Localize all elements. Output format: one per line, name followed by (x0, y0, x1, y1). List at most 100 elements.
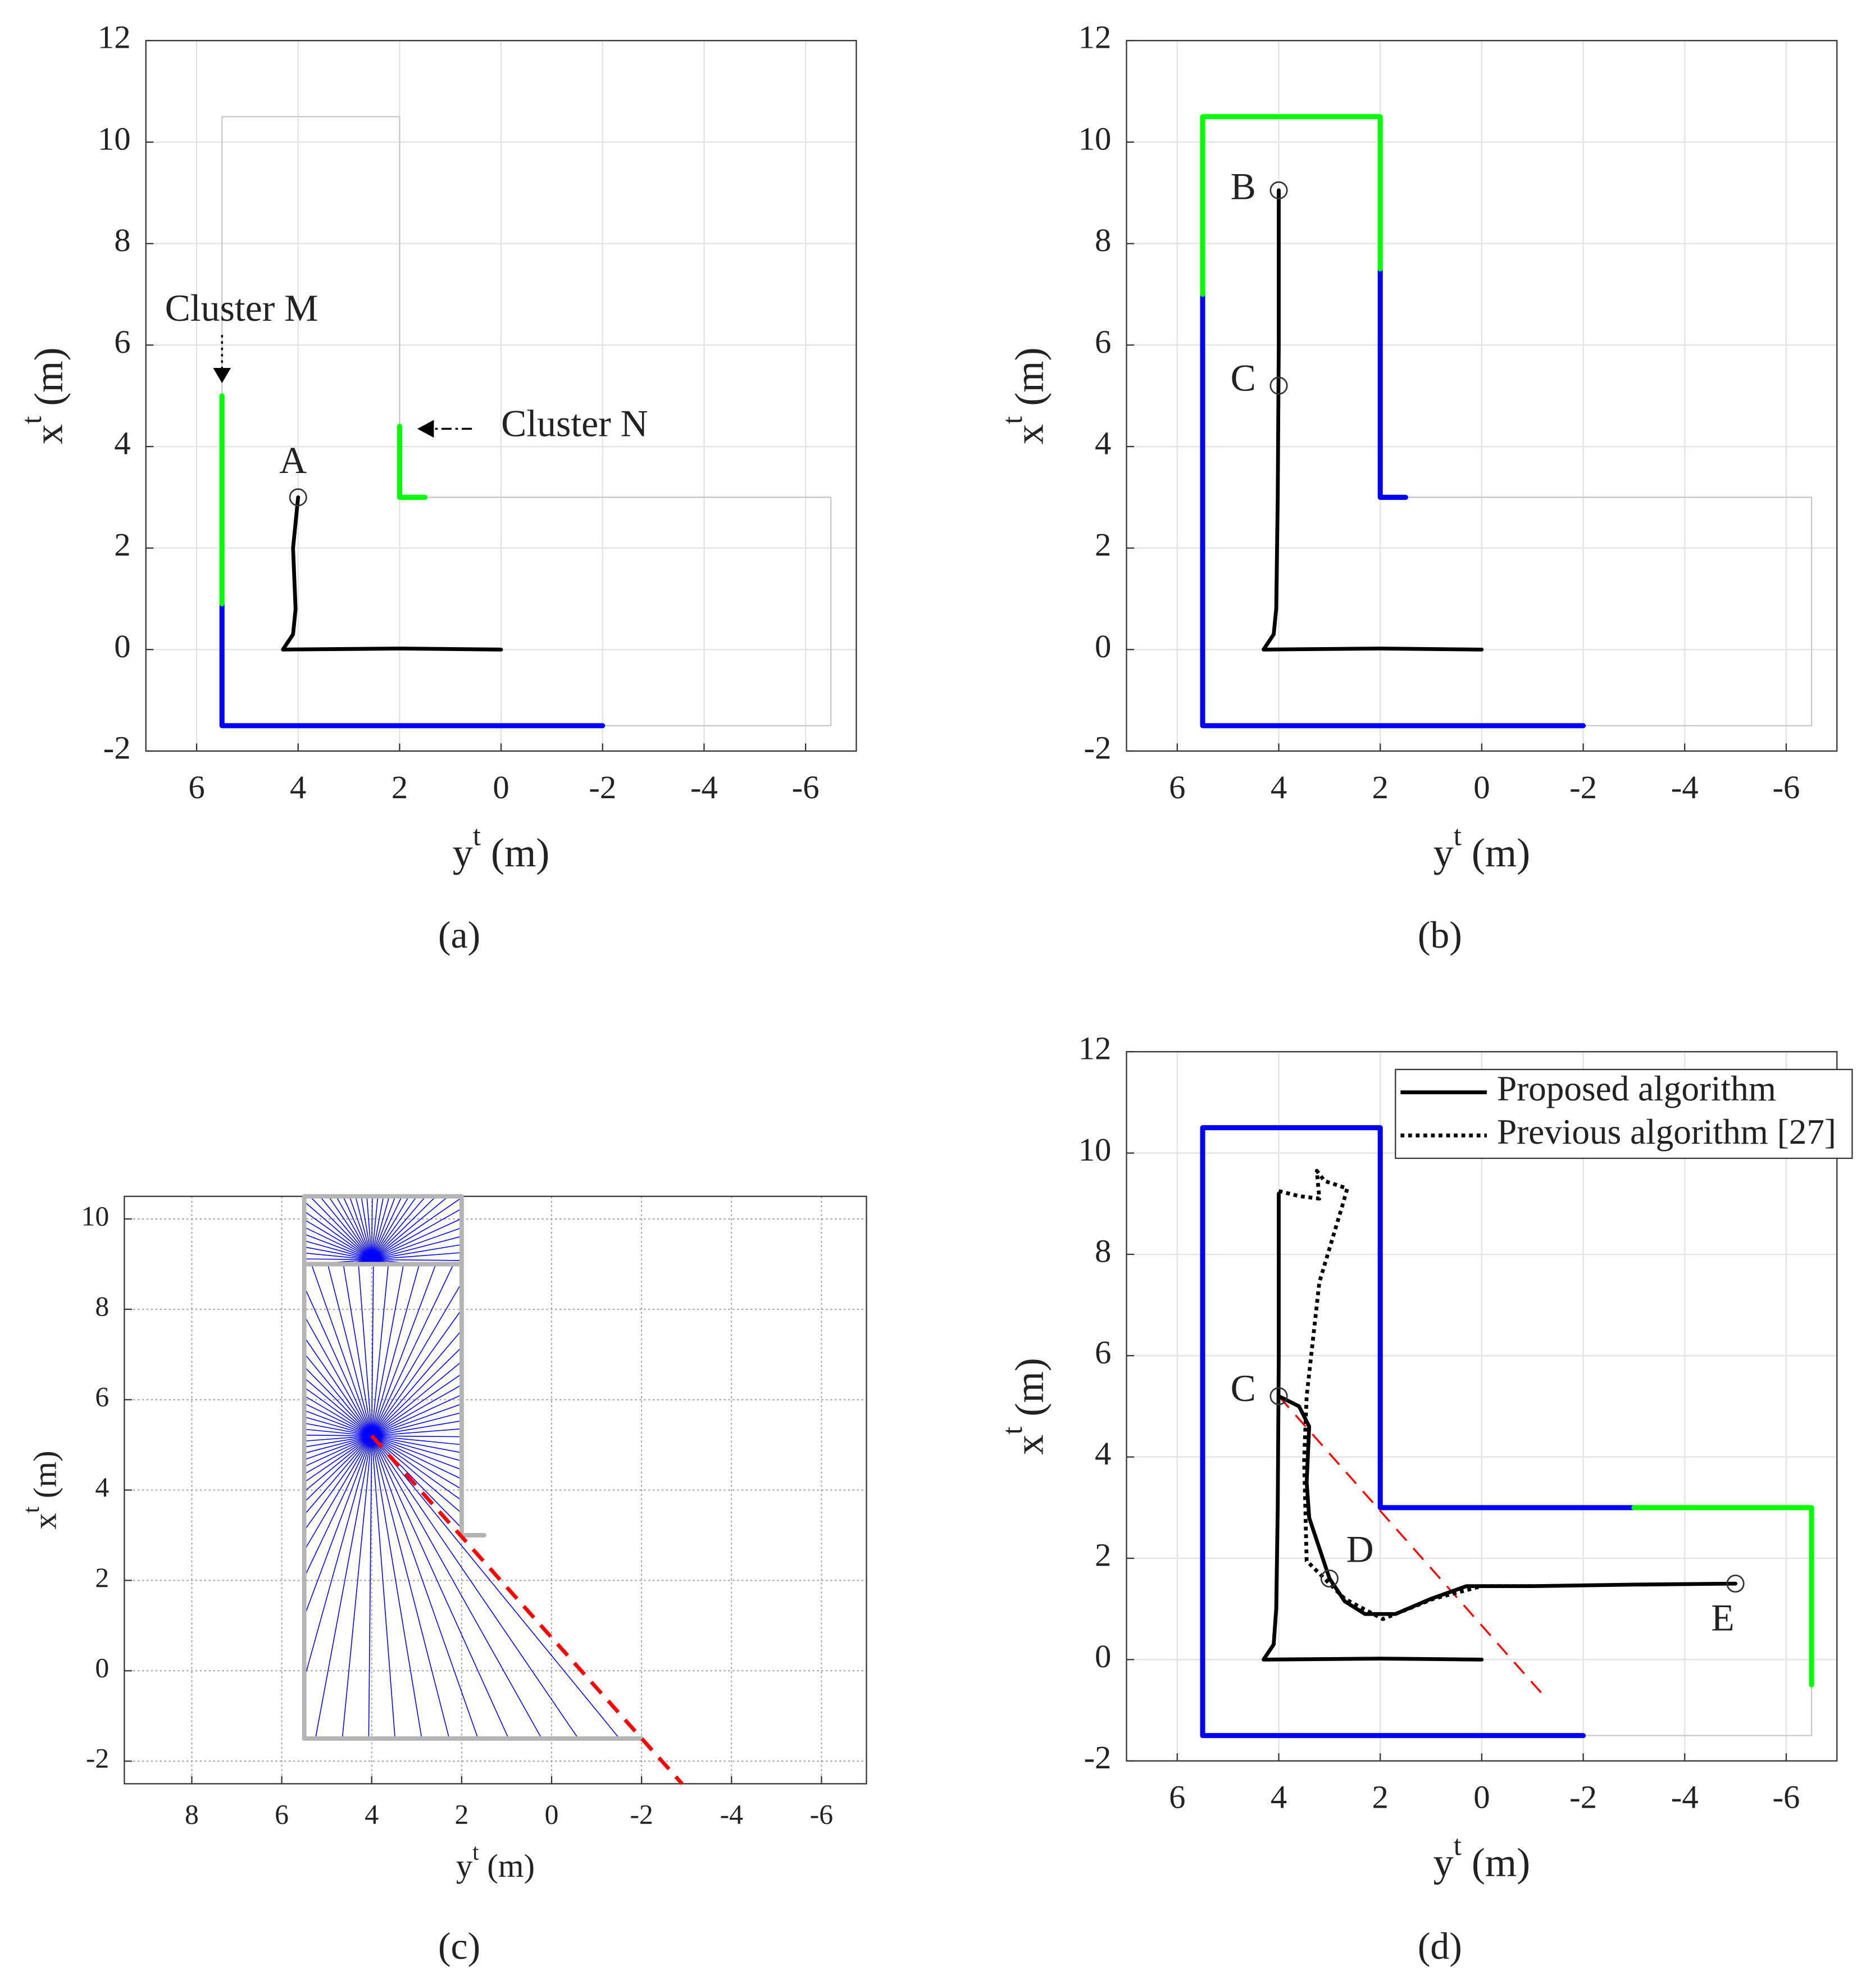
ray (304, 1201, 372, 1260)
ray (371, 1435, 462, 1445)
x-tick-label: 6 (188, 769, 204, 806)
ray (371, 1435, 462, 1453)
ray (371, 1264, 374, 1436)
x-tick-label: 6 (1169, 769, 1185, 806)
x-axis-label: yt (m) (1433, 820, 1531, 875)
panel-label: (a) (438, 914, 480, 956)
ray (371, 1244, 462, 1261)
ray (342, 1435, 372, 1739)
ray (371, 1435, 450, 1739)
series-line (1262, 188, 1484, 652)
ray (368, 1436, 372, 1739)
y-tick-label: 4 (95, 1472, 109, 1503)
y-tick-label: 4 (1095, 425, 1111, 461)
point-label: B (1231, 165, 1256, 207)
series-line (370, 1434, 684, 1785)
ray (304, 1435, 372, 1442)
ray-origin (368, 1256, 375, 1263)
ray (303, 1435, 372, 1578)
y-axis-label: xt (m) (16, 347, 71, 444)
ray (343, 1264, 372, 1436)
ray (371, 1435, 462, 1490)
y-tick-label: -2 (86, 1743, 109, 1774)
x-tick-label: 0 (1473, 769, 1490, 806)
ray (304, 1234, 372, 1261)
x-tick-label: 8 (185, 1799, 199, 1830)
ray (303, 1315, 372, 1436)
ray (358, 1264, 372, 1436)
ray (371, 1435, 462, 1480)
ray (328, 1196, 372, 1260)
y-tick-label: 2 (114, 526, 130, 563)
x-tick-label: -2 (1569, 769, 1597, 806)
axis-label-part: (m) (1462, 1840, 1530, 1885)
y-tick-label: 2 (1095, 1536, 1111, 1573)
panel-label: (c) (438, 1925, 480, 1967)
axis-label-part: y (1433, 1840, 1454, 1885)
y-axis-label: xt (m) (996, 1358, 1051, 1455)
ray (371, 1196, 449, 1260)
ray (371, 1252, 462, 1261)
ray (304, 1403, 372, 1436)
ray (355, 1196, 372, 1260)
y-tick-label: 10 (1078, 1131, 1112, 1168)
ray (371, 1236, 462, 1261)
ray (304, 1435, 372, 1492)
legend-label: Proposed algorithm (1497, 1069, 1776, 1108)
ray (303, 1286, 372, 1436)
y-tick-label: 4 (1095, 1435, 1111, 1472)
point-label: C (1231, 357, 1256, 399)
ray (371, 1384, 462, 1436)
axis-label-part: x (1007, 1435, 1052, 1455)
ray (304, 1435, 372, 1483)
x-tick-label: -6 (810, 1799, 833, 1830)
ray (371, 1259, 462, 1261)
ray (371, 1264, 404, 1436)
ray (304, 1219, 372, 1261)
x-tick-label: 4 (290, 769, 306, 806)
ray (303, 1435, 372, 1531)
x-tick-label: -2 (630, 1799, 653, 1830)
ray (304, 1226, 372, 1261)
x-tick-label: 4 (1271, 1779, 1287, 1816)
point-label: E (1711, 1596, 1734, 1639)
series-line (1200, 114, 1383, 297)
ray (304, 1435, 372, 1454)
axis-label-superscript: t (16, 416, 47, 424)
x-axis-label: yt (m) (1433, 1830, 1531, 1885)
ray (371, 1428, 462, 1436)
ray (304, 1435, 372, 1516)
ray (310, 1196, 372, 1260)
ray (371, 1196, 379, 1260)
point-marker (1726, 1575, 1745, 1593)
axis-label-part: (m) (481, 830, 549, 875)
axes-frame (145, 40, 857, 752)
y-tick-label: 10 (81, 1200, 110, 1231)
ray (304, 1435, 372, 1503)
ray (304, 1247, 372, 1261)
series-line (281, 495, 503, 652)
ray (371, 1196, 417, 1260)
y-tick-label: 12 (1078, 1030, 1112, 1067)
ray (361, 1196, 372, 1260)
series-line (1202, 1127, 1813, 1736)
ray (304, 1410, 372, 1436)
ray (371, 1435, 462, 1528)
x-tick-label: -6 (792, 769, 820, 806)
ray (304, 1211, 372, 1260)
point-label: C (1231, 1367, 1256, 1409)
ray (304, 1395, 372, 1436)
ray (304, 1366, 372, 1436)
ray (371, 1196, 426, 1260)
x-tick-label: 2 (392, 769, 408, 806)
axis-label-part: (m) (26, 347, 71, 416)
ray (371, 1373, 462, 1436)
x-tick-label: -4 (720, 1799, 744, 1830)
ray (371, 1435, 396, 1739)
ray (371, 1346, 462, 1436)
ray (371, 1196, 396, 1260)
x-tick-label: 4 (1271, 769, 1287, 806)
x-tick-label: -2 (1569, 1779, 1597, 1816)
axes-frame (1126, 1051, 1838, 1762)
panel-label: (b) (1418, 914, 1462, 956)
